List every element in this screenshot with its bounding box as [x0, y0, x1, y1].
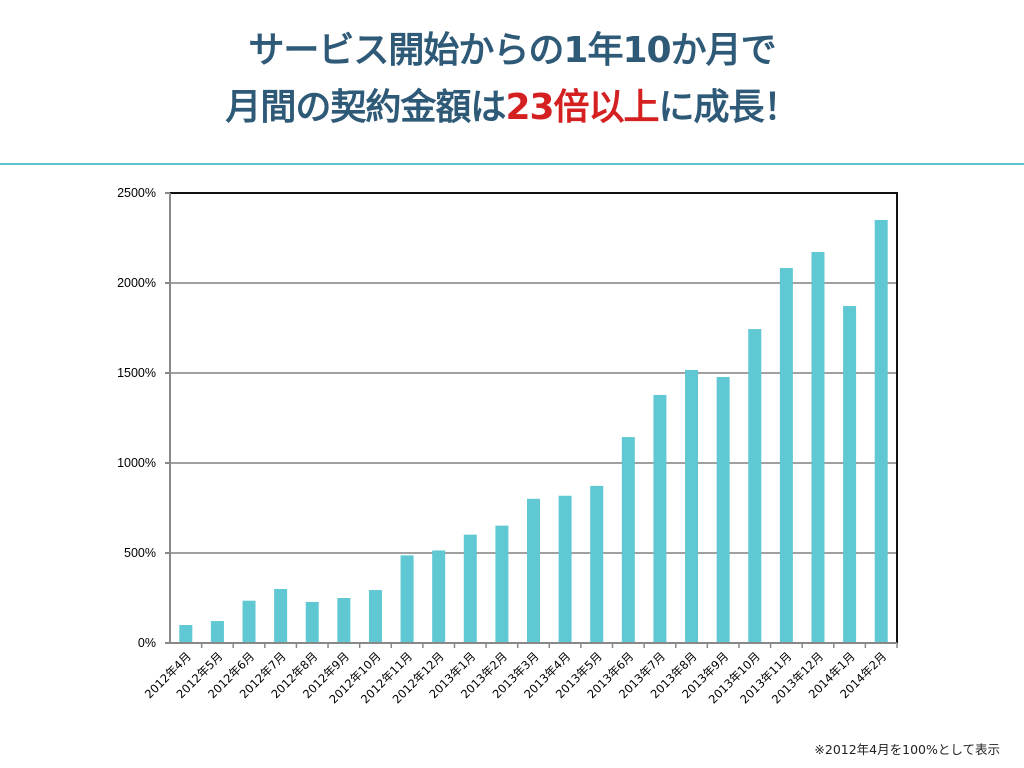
title-divider [0, 163, 1024, 165]
y-tick-label: 2500% [117, 186, 156, 200]
bar [337, 598, 351, 643]
slide-title: サービス開始からの1年10か月で 月間の契約金額は23倍以上に成長！ [0, 22, 1024, 136]
bar [368, 590, 382, 643]
bar [811, 252, 825, 644]
bar [242, 600, 256, 643]
bar [621, 437, 635, 643]
bar [558, 495, 572, 643]
y-tick-label: 1000% [117, 456, 156, 470]
bar [843, 306, 857, 643]
title-highlight: 23倍以上 [505, 87, 659, 128]
y-tick-labels: 0% 500% 1000% 1500% 2000% 2500% [117, 186, 156, 650]
bar [779, 268, 793, 643]
bar [400, 555, 414, 643]
y-tick-label: 500% [124, 546, 156, 560]
bar [463, 534, 477, 643]
axes [165, 192, 898, 648]
bar [716, 376, 730, 643]
bar [179, 625, 193, 643]
y-tick-label: 1500% [117, 366, 156, 380]
title-line-2: 月間の契約金額は23倍以上に成長！ [0, 79, 1024, 136]
bar [305, 601, 319, 643]
y-tick-label: 2000% [117, 276, 156, 290]
bar [748, 329, 762, 643]
bar [653, 394, 667, 643]
y-tick-label: 0% [138, 636, 156, 650]
footnote: ※2012年4月を100%として表示 [814, 742, 1000, 757]
bar [274, 589, 288, 643]
title-line-2-prefix: 月間の契約金額は [225, 87, 506, 128]
bar [495, 525, 509, 643]
x-tick-labels: 2012年4月2012年5月2012年6月2012年7月2012年8月2012年… [142, 649, 889, 706]
bar [432, 550, 446, 643]
bar [527, 498, 540, 643]
bar [685, 369, 699, 643]
bar [874, 220, 888, 643]
title-line-1: サービス開始からの1年10か月で [248, 30, 776, 71]
bar [590, 485, 604, 643]
bars [179, 220, 888, 644]
bar [210, 621, 224, 643]
title-line-2-suffix: に成長！ [658, 87, 800, 128]
